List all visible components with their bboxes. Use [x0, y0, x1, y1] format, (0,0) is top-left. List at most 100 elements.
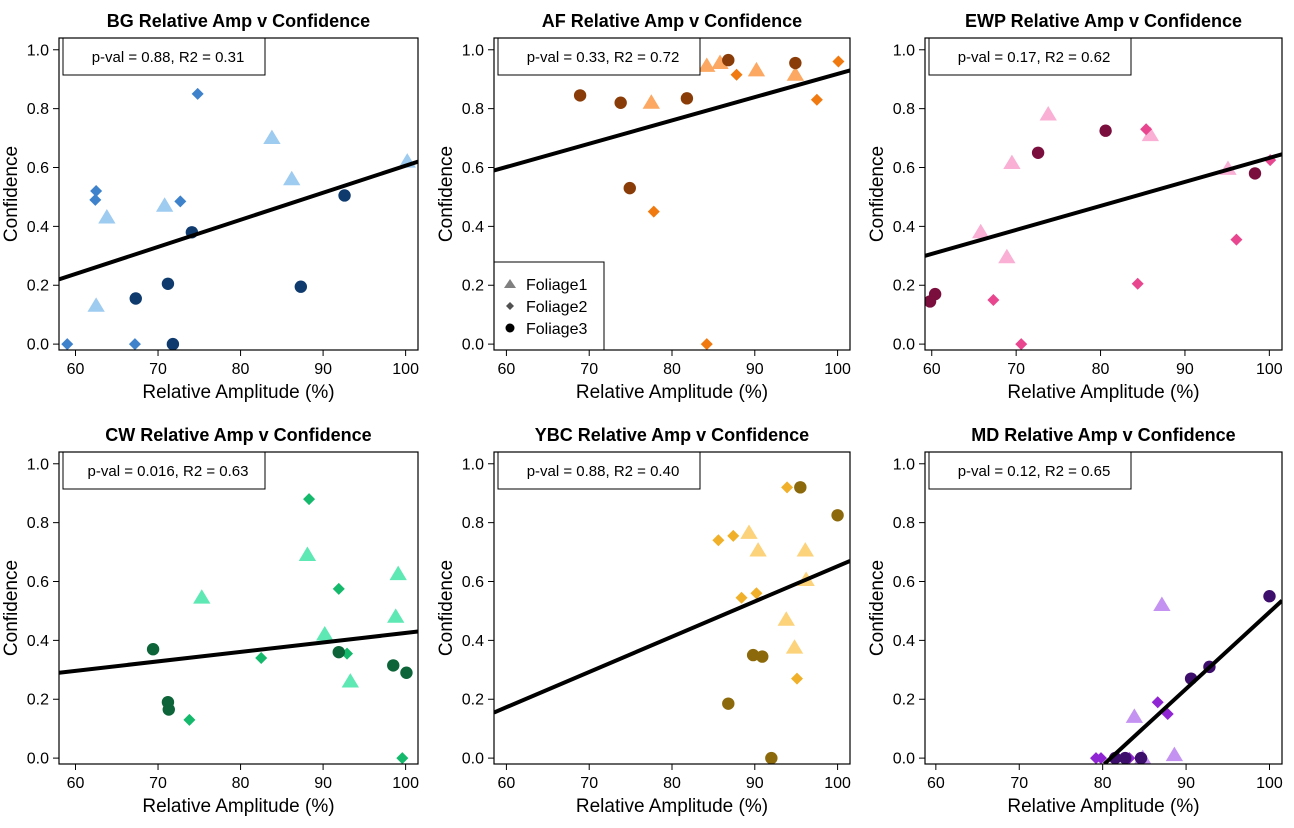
- x-tick-label: 60: [67, 775, 85, 792]
- x-tick-label: 80: [232, 775, 250, 792]
- stats-text: p-val = 0.17, R2 = 0.62: [958, 49, 1111, 66]
- data-point-foliage2: [303, 493, 316, 506]
- y-tick-label: 0.2: [893, 278, 915, 295]
- y-tick-label: 0.0: [893, 337, 915, 354]
- data-point-foliage2: [647, 205, 660, 218]
- data-point-foliage3: [623, 181, 636, 195]
- data-point-foliage2: [174, 195, 187, 208]
- y-tick-label: 0.4: [893, 633, 915, 650]
- data-point-foliage3: [756, 650, 769, 663]
- x-tick-label: 70: [580, 361, 598, 378]
- regression-line: [494, 559, 850, 715]
- y-tick-label: 0.2: [27, 278, 49, 295]
- data-point-foliage3: [162, 703, 175, 716]
- data-point-foliage1: [749, 542, 767, 557]
- data-point-foliage1: [298, 546, 317, 561]
- x-tick-label: 60: [67, 361, 85, 378]
- x-axis-label: Relative Amplitude (%): [142, 796, 334, 817]
- y-tick-label: 0.6: [27, 160, 49, 177]
- y-tick-label: 0.2: [462, 692, 484, 709]
- y-tick-label: 0.0: [462, 751, 484, 768]
- data-point-foliage3: [1118, 751, 1132, 764]
- data-point-foliage3: [794, 481, 807, 494]
- data-point-foliage3: [400, 666, 413, 679]
- data-points: [712, 481, 844, 764]
- regression-line: [59, 629, 418, 675]
- y-tick-label: 0.6: [893, 160, 915, 177]
- data-point-foliage2: [1094, 752, 1107, 764]
- data-point-foliage1: [1039, 106, 1057, 121]
- data-point-foliage3: [1099, 124, 1112, 137]
- y-tick-label: 0.6: [462, 160, 484, 177]
- y-tick-label: 1.0: [462, 42, 484, 59]
- data-point-foliage3: [387, 659, 400, 672]
- data-point-foliage1: [341, 673, 359, 688]
- data-point-foliage3: [129, 292, 142, 305]
- y-tick-label: 0.2: [27, 692, 49, 709]
- chart-title: EWP Relative Amp v Confidence: [965, 11, 1242, 31]
- data-point-foliage2: [61, 338, 74, 350]
- data-point-foliage3: [1248, 167, 1262, 180]
- data-point-foliage3: [765, 751, 778, 764]
- data-point-foliage1: [796, 542, 814, 557]
- x-axis-label: Relative Amplitude (%): [576, 796, 768, 817]
- data-point-foliage3: [1263, 590, 1276, 603]
- data-point-foliage2: [750, 587, 763, 600]
- panel-3: EWP Relative Amp v Confidence Relative Am…: [867, 11, 1283, 403]
- y-axis-label: Confidence: [867, 146, 888, 242]
- y-axis-label: Confidence: [436, 146, 457, 242]
- data-points: [61, 87, 416, 350]
- data-point-foliage3: [789, 56, 802, 70]
- data-point-foliage1: [87, 297, 105, 312]
- data-point-foliage2: [1140, 123, 1153, 136]
- data-point-foliage3: [680, 92, 694, 105]
- y-tick-label: 1.0: [893, 456, 915, 473]
- data-point-foliage2: [727, 529, 740, 542]
- y-tick-label: 0.0: [462, 337, 484, 354]
- data-points: [1089, 590, 1276, 764]
- data-point-foliage3: [294, 280, 308, 293]
- stats-box: [497, 451, 701, 490]
- data-point-foliage3: [614, 96, 627, 109]
- data-point-foliage1: [389, 565, 407, 581]
- y-tick-label: 0.8: [462, 101, 484, 118]
- y-tick-label: 0.4: [27, 219, 49, 236]
- regression-line: [59, 159, 418, 282]
- data-point-foliage1: [785, 639, 804, 654]
- y-tick-label: 1.0: [27, 42, 49, 59]
- chart-title: YBC Relative Amp v Confidence: [535, 425, 809, 445]
- x-tick-label: 100: [392, 361, 419, 378]
- data-point-foliage1: [98, 209, 116, 224]
- chart-title: BG Relative Amp v Confidence: [107, 11, 370, 31]
- plot-frame: [493, 451, 851, 765]
- data-point-foliage1: [263, 129, 281, 145]
- chart-title: CW Relative Amp v Confidence: [105, 425, 371, 445]
- stats-text: p-val = 0.88, R2 = 0.31: [92, 49, 245, 66]
- data-point-foliage1: [711, 54, 729, 69]
- x-tick-label: 90: [314, 775, 332, 792]
- x-tick-label: 80: [1092, 361, 1110, 378]
- x-tick-label: 60: [498, 775, 516, 792]
- data-point-foliage3: [722, 53, 735, 67]
- x-tick-label: 90: [1177, 775, 1195, 792]
- y-tick-label: 0.4: [462, 633, 484, 650]
- stats-box: [928, 451, 1132, 490]
- data-point-foliage1: [1165, 746, 1184, 762]
- data-point-foliage2: [1151, 696, 1164, 709]
- data-point-foliage1: [1141, 126, 1160, 142]
- x-tick-label: 90: [1176, 361, 1194, 378]
- x-tick-label: 100: [824, 361, 851, 378]
- data-point-foliage1: [777, 611, 795, 626]
- data-point-foliage3: [746, 648, 760, 662]
- y-axis-label: Confidence: [436, 560, 457, 656]
- data-point-foliage3: [573, 89, 587, 102]
- y-tick-label: 1.0: [893, 42, 915, 59]
- plot-frame: [58, 451, 419, 765]
- x-axis-label: Relative Amplitude (%): [1007, 796, 1199, 817]
- data-points: [925, 106, 1277, 350]
- x-tick-label: 90: [746, 775, 764, 792]
- y-tick-label: 0.0: [893, 751, 915, 768]
- panel-2: AF Relative Amp v Confidence Relative Amp…: [436, 11, 851, 403]
- legend-marker: [505, 323, 515, 333]
- data-point-foliage2: [332, 582, 345, 595]
